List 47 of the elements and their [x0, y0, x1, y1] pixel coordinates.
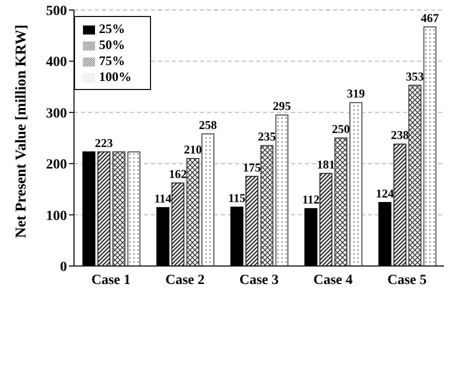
legend-label: 75% — [99, 53, 125, 68]
bar — [393, 144, 406, 266]
y-tick-label: 500 — [46, 4, 67, 19]
x-tick-label: Case 1 — [91, 272, 131, 288]
x-tick-label: Case 4 — [313, 272, 353, 288]
legend-label: 25% — [99, 21, 125, 36]
y-tick-label: 100 — [46, 208, 67, 224]
data-label: 162 — [168, 167, 187, 182]
legend-label: 100% — [99, 69, 132, 84]
x-tick-label: Case 2 — [165, 272, 205, 288]
data-label: 223 — [94, 136, 113, 150]
data-label: 112 — [302, 192, 320, 207]
bar — [423, 26, 436, 266]
data-label: 114 — [154, 192, 172, 206]
x-tick-label: Case 5 — [387, 272, 427, 288]
y-tick-label: 300 — [46, 106, 67, 122]
bar — [408, 84, 422, 266]
bar — [245, 176, 258, 266]
bar — [186, 158, 200, 266]
data-label: 115 — [228, 191, 246, 206]
data-label: 235 — [258, 130, 276, 144]
bar — [97, 151, 110, 266]
bar — [334, 138, 348, 266]
bar — [112, 151, 126, 266]
y-tick-label: 0 — [60, 260, 67, 275]
legend-label: 50% — [99, 37, 125, 52]
data-label: 175 — [242, 160, 261, 174]
data-label: 181 — [316, 157, 335, 172]
bar — [260, 145, 274, 266]
data-label: 258 — [198, 118, 217, 132]
bar — [201, 133, 214, 266]
data-label: 210 — [184, 142, 202, 156]
y-axis-title: Net Present Value [million KRW] — [13, 24, 30, 238]
data-label: 353 — [406, 69, 424, 84]
bar — [319, 172, 332, 266]
data-label: 250 — [332, 122, 350, 136]
data-label: 295 — [272, 98, 291, 113]
y-tick-label: 200 — [46, 158, 67, 173]
data-label: 238 — [390, 128, 409, 142]
bar — [275, 114, 288, 266]
x-tick-label: Case 3 — [239, 272, 279, 288]
data-label: 467 — [420, 10, 439, 25]
data-label: 319 — [346, 86, 365, 101]
y-tick-label: 400 — [46, 55, 67, 70]
bar — [171, 182, 184, 266]
bar — [127, 151, 140, 266]
bar — [349, 102, 362, 266]
